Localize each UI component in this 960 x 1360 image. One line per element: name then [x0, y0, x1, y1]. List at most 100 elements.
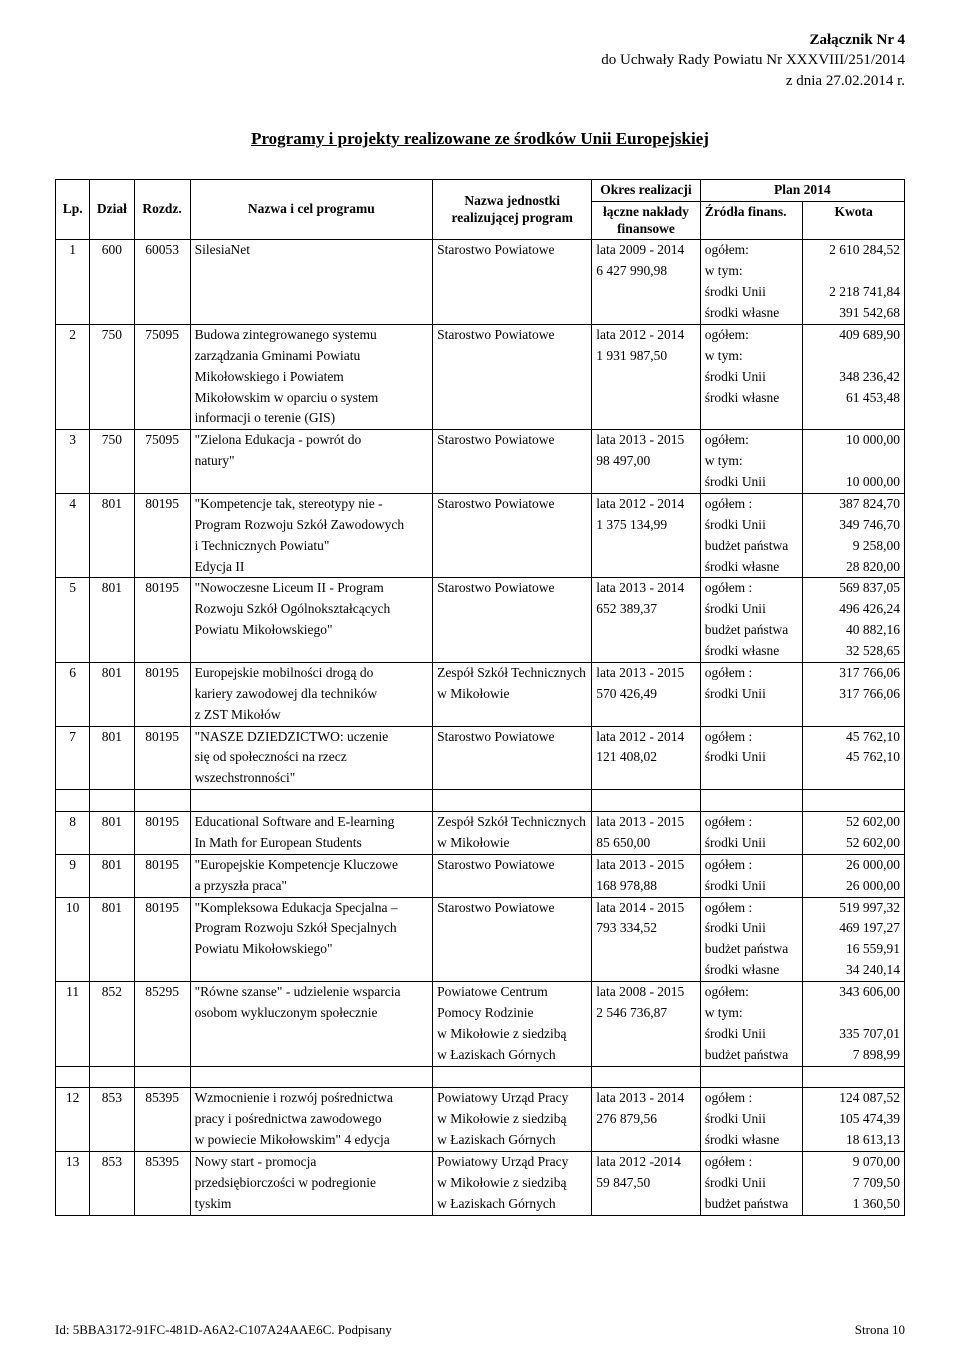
cell-kwota: 9 258,00: [803, 536, 905, 557]
cell-zrodla: ogółem :: [700, 578, 802, 599]
th-zrodla: Źródła finans.: [700, 201, 802, 240]
table-row: 1385385395Nowy start - promocjaPowiatowy…: [56, 1152, 905, 1173]
cell-kwota: 391 542,68: [803, 303, 905, 324]
projects-table: Lp. Dział Rozdz. Nazwa i cel programu Na…: [55, 179, 905, 1216]
cell-zrodla: środki Unii: [700, 515, 802, 536]
cell-zrodla: środki Unii: [700, 876, 802, 897]
table-row: 275075095Budowa zintegrowanego systemuSt…: [56, 324, 905, 345]
cell-rozdz: 85295: [134, 982, 190, 1067]
cell-nazwa: "Europejskie Kompetencje Kluczowe: [190, 854, 433, 875]
cell-jedn: [433, 388, 592, 409]
cell-rozdz: 75095: [134, 324, 190, 429]
cell-kwota: 105 474,39: [803, 1109, 905, 1130]
cell-jedn: [433, 367, 592, 388]
cell-jedn: Zespół Szkół Technicznych: [433, 812, 592, 833]
cell-dzial: 750: [90, 430, 134, 494]
cell-lp: 11: [56, 982, 90, 1067]
cell-kwota: 9 070,00: [803, 1152, 905, 1173]
cell-okres: [592, 536, 700, 557]
cell-zrodla: ogółem :: [700, 1152, 802, 1173]
cell-nazwa: [190, 472, 433, 493]
cell-kwota: 343 606,00: [803, 982, 905, 1003]
cell-zrodla: ogółem :: [700, 897, 802, 918]
cell-kwota: 317 766,06: [803, 684, 905, 705]
cell-nazwa: w powiecie Mikołowskim" 4 edycja: [190, 1130, 433, 1151]
cell-okres: [592, 1045, 700, 1066]
cell-okres: 6 427 990,98: [592, 261, 700, 282]
cell-rozdz: 80195: [134, 854, 190, 897]
cell-okres: 98 497,00: [592, 451, 700, 472]
cell-kwota: 409 689,90: [803, 324, 905, 345]
cell-rozdz: 80195: [134, 812, 190, 855]
cell-zrodla: środki Unii: [700, 599, 802, 620]
cell-zrodla: w tym:: [700, 1003, 802, 1024]
cell-okres: 1 375 134,99: [592, 515, 700, 536]
cell-jedn: Starostwo Powiatowe: [433, 897, 592, 918]
cell-zrodla: w tym:: [700, 261, 802, 282]
cell-jedn: w Mikołowie: [433, 684, 592, 705]
cell-okres: lata 2012 - 2014: [592, 324, 700, 345]
cell-okres: lata 2008 - 2015: [592, 982, 700, 1003]
cell-okres: lata 2013 - 2014: [592, 1088, 700, 1109]
cell-zrodla: środki własne: [700, 557, 802, 578]
cell-jedn: [433, 536, 592, 557]
cell-nazwa: i Technicznych Powiatu": [190, 536, 433, 557]
cell-jedn: w Mikołowie z siedzibą: [433, 1109, 592, 1130]
cell-dzial: 801: [90, 897, 134, 982]
cell-kwota: 7 709,50: [803, 1173, 905, 1194]
cell-jedn: w Mikołowie z siedzibą: [433, 1173, 592, 1194]
table-row: 375075095"Zielona Edukacja - powrót doSt…: [56, 430, 905, 451]
cell-kwota: 52 602,00: [803, 812, 905, 833]
cell-nazwa: Program Rozwoju Szkół Zawodowych: [190, 515, 433, 536]
th-okres-group: Okres realizacji: [592, 179, 700, 201]
cell-kwota: 7 898,99: [803, 1045, 905, 1066]
cell-jedn: [433, 515, 592, 536]
table-row: 880180195Educational Software and E-lear…: [56, 812, 905, 833]
cell-zrodla: środki Unii: [700, 918, 802, 939]
cell-nazwa: informacji o terenie (GIS): [190, 408, 433, 429]
cell-okres: 1 931 987,50: [592, 346, 700, 367]
cell-okres: [592, 1194, 700, 1215]
header-block: Załącznik Nr 4 do Uchwały Rady Powiatu N…: [55, 30, 905, 91]
cell-jedn: w Łaziskach Górnych: [433, 1194, 592, 1215]
cell-lp: 3: [56, 430, 90, 494]
cell-okres: 652 389,37: [592, 599, 700, 620]
cell-okres: [592, 1024, 700, 1045]
cell-okres: lata 2013 - 2015: [592, 430, 700, 451]
cell-zrodla: w tym:: [700, 451, 802, 472]
cell-nazwa: "Zielona Edukacja - powrót do: [190, 430, 433, 451]
cell-okres: lata 2009 - 2014: [592, 240, 700, 261]
cell-zrodla: środki Unii: [700, 684, 802, 705]
cell-nazwa: Program Rozwoju Szkół Specjalnych: [190, 918, 433, 939]
cell-okres: lata 2013 - 2015: [592, 812, 700, 833]
cell-nazwa: [190, 303, 433, 324]
cell-nazwa: "Równe szanse" - udzielenie wsparcia: [190, 982, 433, 1003]
cell-nazwa: [190, 960, 433, 981]
cell-nazwa: przedsiębiorczości w podregionie: [190, 1173, 433, 1194]
header-line2: do Uchwały Rady Powiatu Nr XXXVIII/251/2…: [55, 50, 905, 70]
table-row: 980180195"Europejskie Kompetencje Kluczo…: [56, 854, 905, 875]
cell-lp: 6: [56, 662, 90, 726]
cell-dzial: 801: [90, 854, 134, 897]
table-header: Lp. Dział Rozdz. Nazwa i cel programu Na…: [56, 179, 905, 240]
cell-lp: 4: [56, 493, 90, 578]
cell-jedn: [433, 768, 592, 789]
cell-nazwa: "Nowoczesne Liceum II - Program: [190, 578, 433, 599]
cell-zrodla: środki Unii: [700, 1024, 802, 1045]
cell-kwota: 496 426,24: [803, 599, 905, 620]
footer-id: Id: 5BBA3172-91FC-481D-A6A2-C107A24AAE6C…: [55, 1322, 392, 1338]
cell-kwota: 349 746,70: [803, 515, 905, 536]
cell-jedn: w Mikołowie z siedzibą: [433, 1024, 592, 1045]
header-line1: Załącznik Nr 4: [55, 30, 905, 50]
cell-zrodla: budżet państwa: [700, 1045, 802, 1066]
cell-dzial: 750: [90, 324, 134, 429]
table-row: 160060053SilesiaNetStarostwo Powiatowela…: [56, 240, 905, 261]
cell-zrodla: środki Unii: [700, 367, 802, 388]
cell-lp: 2: [56, 324, 90, 429]
th-plan-group: Plan 2014: [700, 179, 904, 201]
cell-okres: [592, 768, 700, 789]
cell-rozdz: 85395: [134, 1088, 190, 1152]
cell-dzial: 801: [90, 812, 134, 855]
footer-page: Strona 10: [855, 1322, 905, 1338]
cell-jedn: [433, 451, 592, 472]
